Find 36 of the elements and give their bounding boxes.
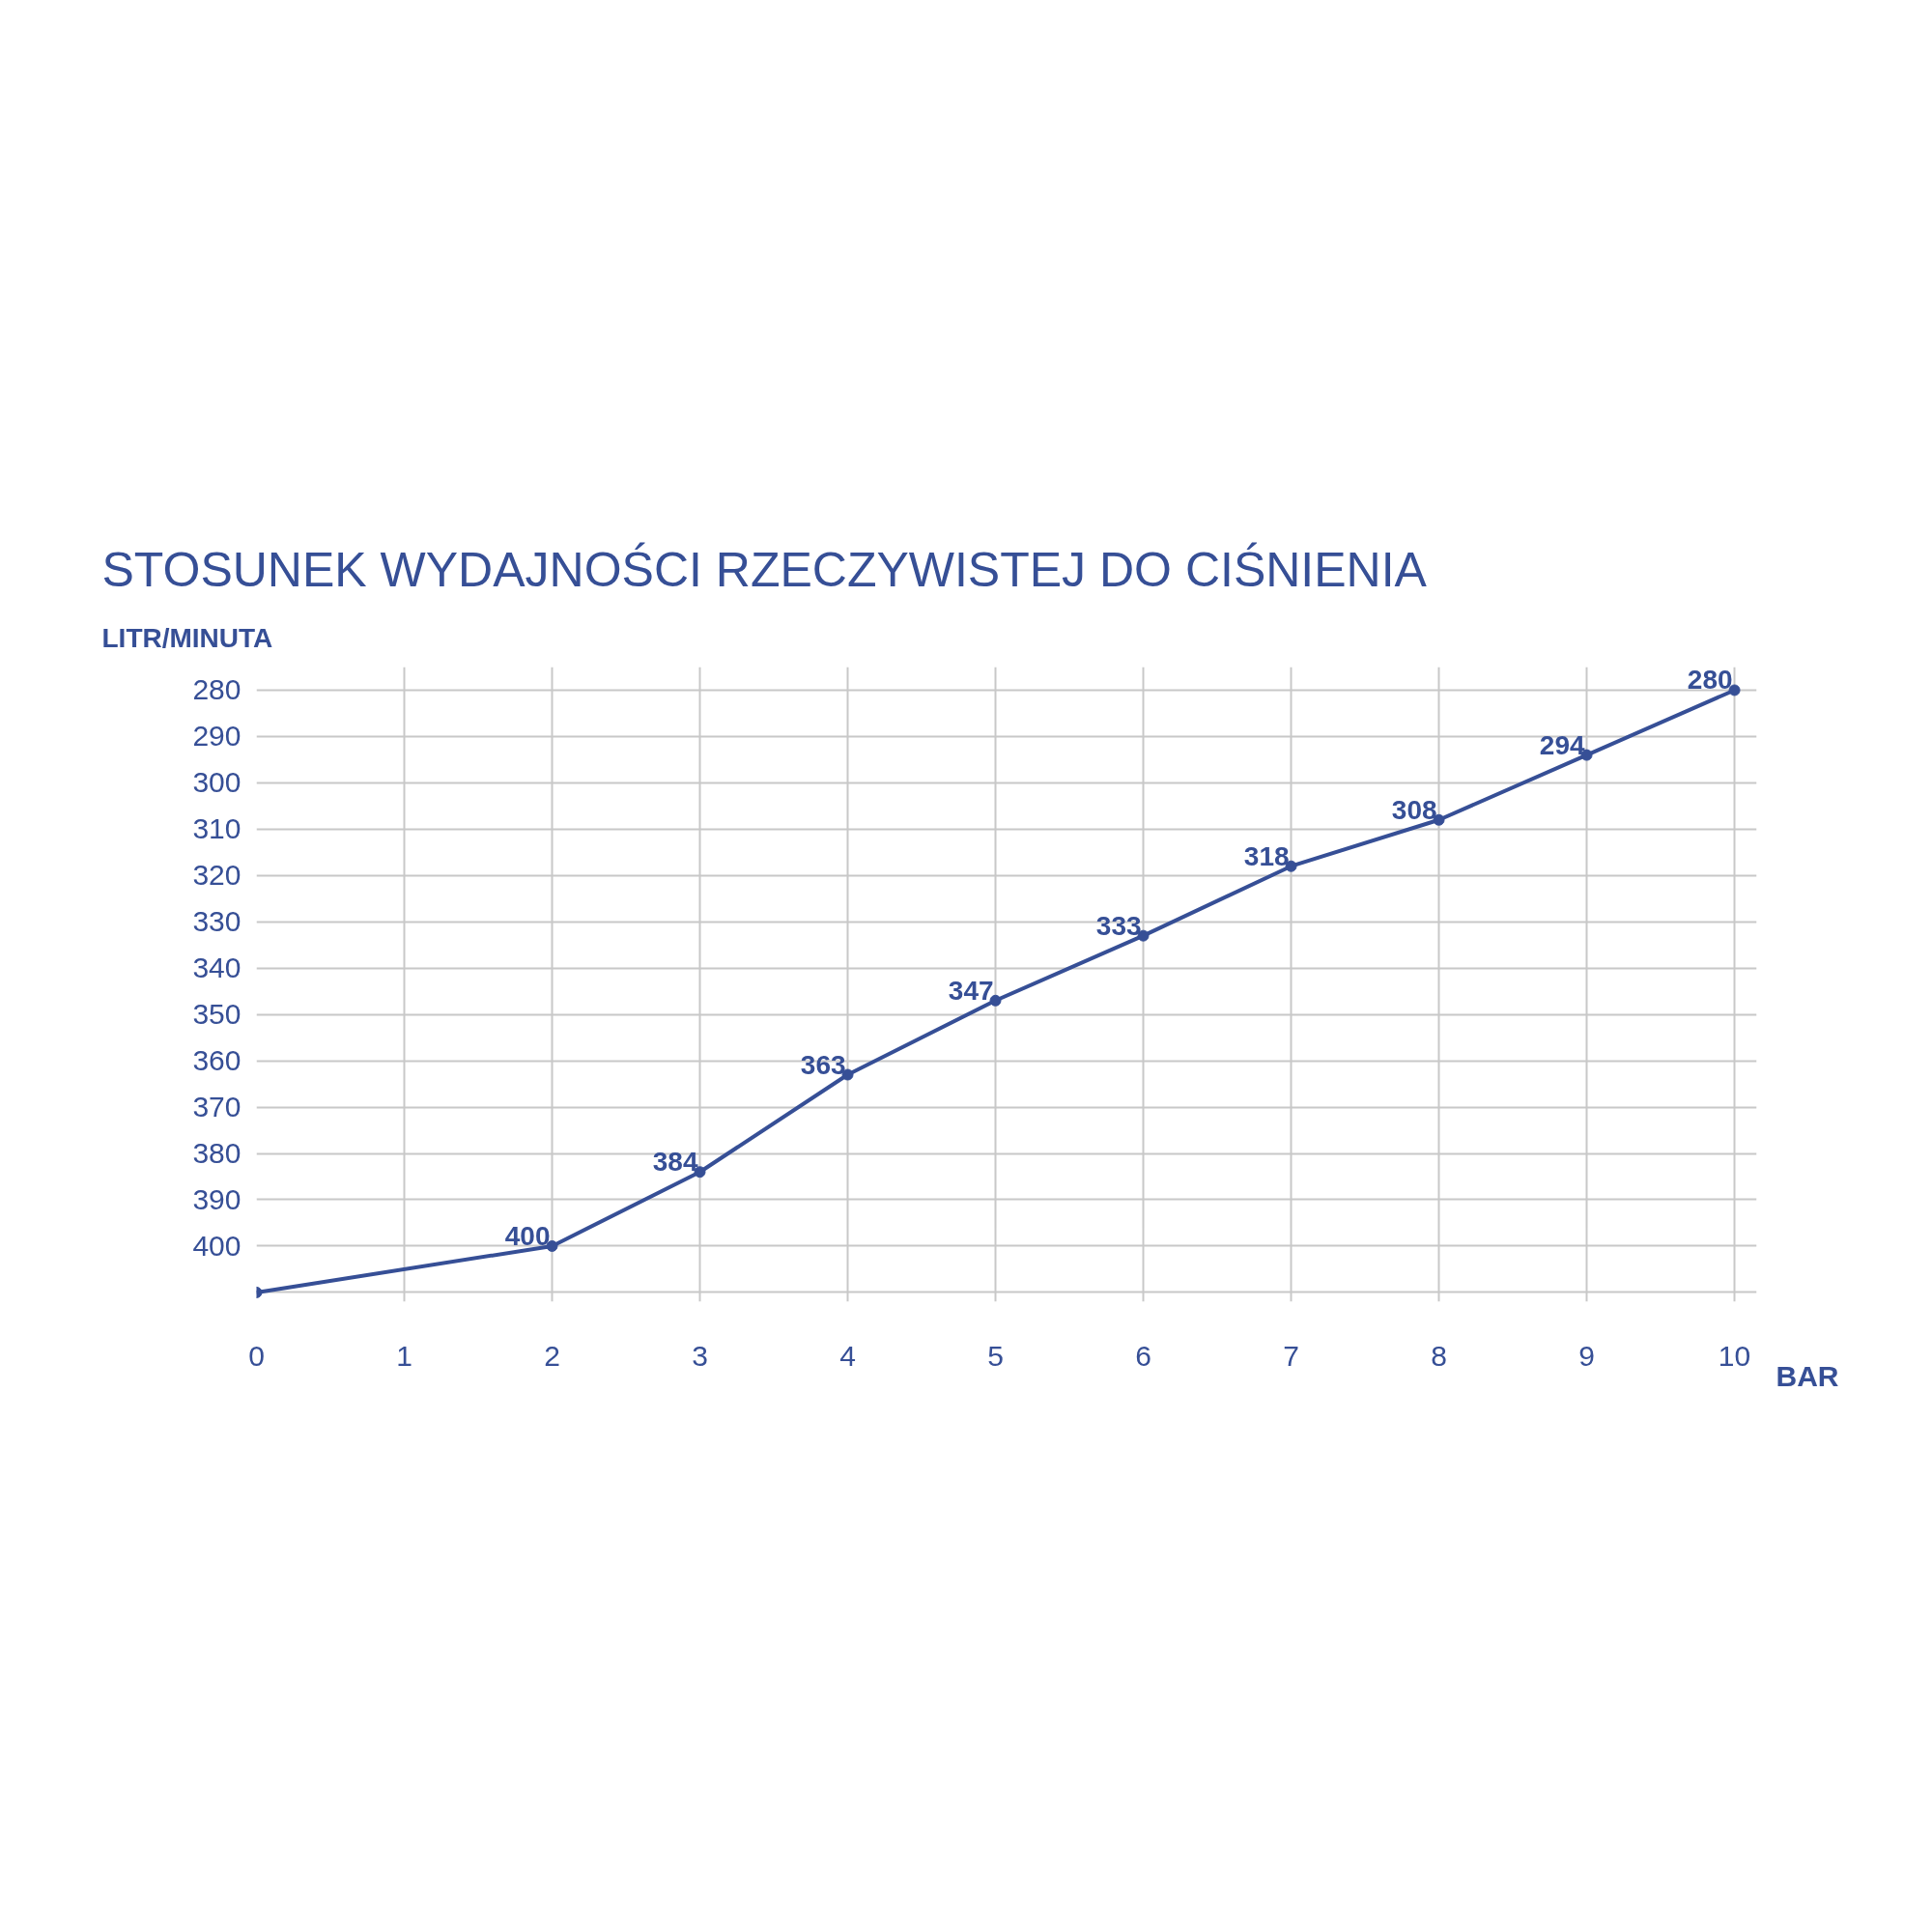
y-tick-label: 300 — [192, 766, 242, 799]
x-tick-label: 7 — [1283, 1339, 1299, 1372]
x-axis-title: BAR — [1776, 1359, 1839, 1392]
y-tick-label: 400 — [192, 1229, 242, 1262]
y-tick-label: 350 — [192, 998, 242, 1031]
data-label: 400 — [504, 1220, 551, 1251]
x-tick-label: 0 — [248, 1339, 265, 1372]
x-tick-label: 5 — [987, 1339, 1004, 1372]
x-tick-label: 8 — [1431, 1339, 1447, 1372]
x-tick-label: 10 — [1718, 1339, 1751, 1372]
chart-title: STOSUNEK WYDAJNOŚCI RZECZYWISTEJ DO CIŚNIENIA — [101, 541, 1428, 597]
y-tick-label: 340 — [192, 952, 242, 984]
y-tick-label: 320 — [192, 859, 242, 892]
y-tick-label: 380 — [192, 1137, 242, 1170]
y-tick-label: 330 — [192, 905, 242, 938]
data-label: 384 — [652, 1147, 698, 1178]
y-tick-label: 310 — [192, 812, 242, 845]
y-tick-label: 290 — [192, 720, 242, 753]
x-tick-label: 9 — [1578, 1339, 1595, 1372]
data-label: 294 — [1539, 729, 1585, 760]
y-tick-label: 370 — [192, 1091, 242, 1123]
data-label: 280 — [1687, 665, 1733, 696]
data-label: 363 — [800, 1049, 846, 1080]
x-tick-label: 4 — [839, 1339, 856, 1372]
y-tick-label: 360 — [192, 1044, 242, 1077]
x-tick-label: 2 — [544, 1339, 560, 1372]
y-tick-label: 390 — [192, 1183, 242, 1215]
data-label: 318 — [1243, 840, 1290, 871]
x-tick-label: 6 — [1135, 1339, 1151, 1372]
y-tick-label: 280 — [192, 673, 242, 706]
x-tick-label: 1 — [396, 1339, 412, 1372]
y-axis-title: LITR/MINUTA — [101, 622, 273, 653]
data-label: 333 — [1095, 910, 1142, 941]
x-tick-label: 3 — [692, 1339, 708, 1372]
data-label: 347 — [948, 975, 994, 1006]
data-label: 308 — [1391, 794, 1437, 825]
